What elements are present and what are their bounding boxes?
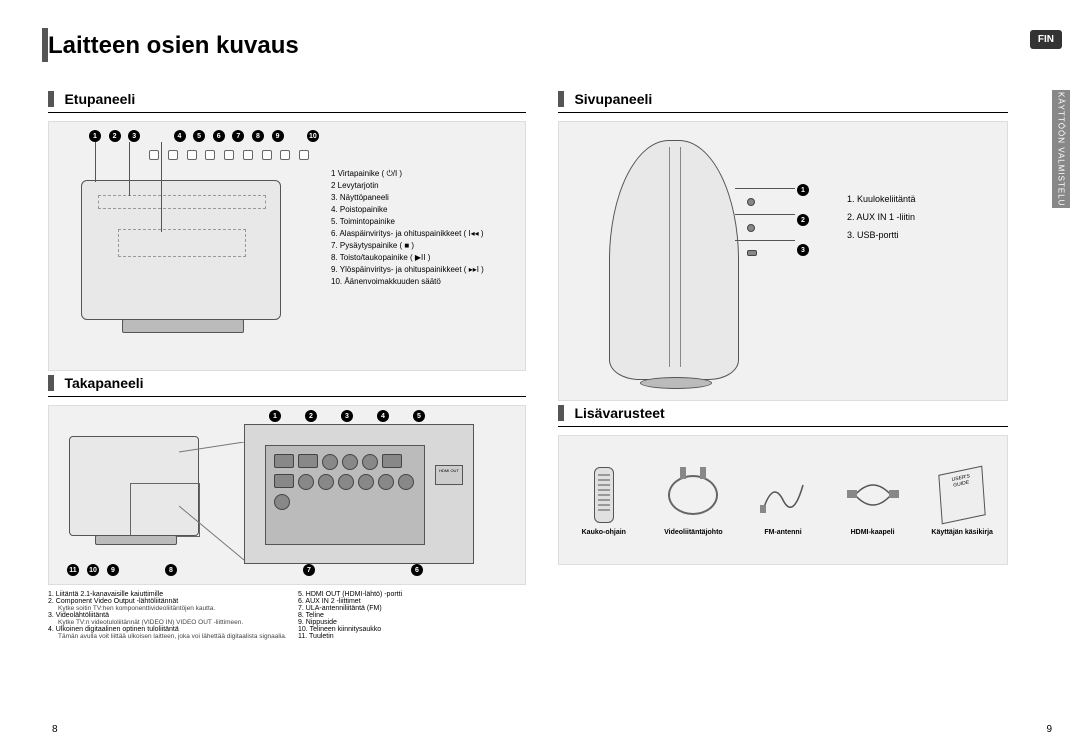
- list-item: 8. Teline: [298, 612, 518, 619]
- callout-2: 2: [109, 130, 121, 142]
- list-item: 9. Ylöspäinviritys- ja ohituspainikkeet …: [331, 265, 484, 274]
- callout-3: 3: [797, 244, 809, 256]
- list-item: 3. Videolähtöliitäntä: [48, 612, 298, 619]
- accessories-diagram: Kauko-ohjain Videoliitäntäjohto FM-anten…: [558, 435, 1008, 565]
- callout-1: 1: [89, 130, 101, 142]
- section-bar-icon: [558, 91, 564, 107]
- front-buttons-row: [149, 150, 309, 164]
- side-panel-diagram: 1 2 3 1. Kuulokeliitäntä 2. AUX IN 1 -li…: [558, 121, 1008, 401]
- front-panel-list: 1 Virtapainike ( ⏻/I ) 2 Levytarjotin 3.…: [331, 168, 484, 288]
- callout-3: 3: [128, 130, 140, 142]
- list-item: 6. AUX IN 2 -liittimet: [298, 598, 518, 605]
- side-ports-group: [747, 198, 757, 256]
- list-item: 11. Tuuletin: [298, 633, 518, 640]
- section-bar-icon: [48, 91, 54, 107]
- page-number-right: 9: [1046, 724, 1052, 735]
- callout-1: 1: [269, 410, 281, 422]
- section-bar-icon: [48, 375, 54, 391]
- list-item: 10. Telineen kiinnitysaukko: [298, 626, 518, 633]
- callout-3: 3: [341, 410, 353, 422]
- callout-10: 10: [87, 564, 99, 576]
- list-item: 10. Äänenvoimakkuuden säätö: [331, 277, 441, 286]
- list-item: 7. Pysäytyspainike ( ■ ): [331, 241, 414, 250]
- list-item: 5. Toimintopainike: [331, 217, 395, 226]
- side-panel-list: 1. Kuulokeliitäntä 2. AUX IN 1 -liitin 3…: [847, 190, 916, 244]
- rear-panel-diagram: 1 2 3 4 5: [48, 405, 526, 585]
- callout-5: 5: [413, 410, 425, 422]
- callout-11: 11: [67, 564, 79, 576]
- callout-8: 8: [165, 564, 177, 576]
- list-item: 1. Kuulokeliitäntä: [847, 190, 916, 208]
- list-item: 2. Component Video Output -lähtöliitännä…: [48, 598, 298, 605]
- page-title: Laitteen osien kuvaus: [48, 32, 299, 60]
- callout-8: 8: [252, 130, 264, 142]
- rear-panel-list: 1. Liitäntä 2.1-kanavaisille kaiuttimill…: [48, 591, 526, 640]
- list-item: 8. Toisto/taukopainike ( ▶II ): [331, 253, 430, 262]
- side-tab: KÄYTTÖÖN VALMISTELU: [1052, 90, 1070, 208]
- accessory-hdmi-cable: HDMI-kaapeli: [828, 465, 918, 536]
- section-title-rear: Takapaneeli: [64, 375, 143, 391]
- list-item: 3. USB-portti: [847, 226, 916, 244]
- callout-2: 2: [305, 410, 317, 422]
- rear-panel-zoom: HDMI OUT: [244, 424, 474, 564]
- list-item: 2 Levytarjotin: [331, 181, 379, 190]
- page-number-left: 8: [52, 724, 58, 735]
- callout-4: 4: [377, 410, 389, 422]
- side-device-body: [609, 140, 739, 380]
- callout-6: 6: [411, 564, 423, 576]
- section-accessories: Lisävarusteet Kauko-ohjain Videoliitäntä…: [558, 404, 1008, 565]
- rear-ports-group: [274, 454, 418, 510]
- callout-6: 6: [213, 130, 225, 142]
- section-side-panel: Sivupaneeli 1 2 3: [558, 90, 1008, 401]
- callout-2: 2: [797, 214, 809, 226]
- fm-antenna-icon: [758, 475, 808, 515]
- callout-9: 9: [107, 564, 119, 576]
- remote-icon: [594, 467, 614, 523]
- list-item: 2. AUX IN 1 -liitin: [847, 208, 916, 226]
- callout-1: 1: [797, 184, 809, 196]
- front-panel-diagram: 1 2 3 4 5 6 7 8 9 10: [48, 121, 526, 371]
- callout-9: 9: [272, 130, 284, 142]
- accessory-manual: USER'S GUIDE Käyttäjän käsikirja: [917, 465, 1007, 536]
- rca-cable-icon: [668, 475, 718, 515]
- callout-5: 5: [193, 130, 205, 142]
- callout-7: 7: [232, 130, 244, 142]
- section-rear-panel: Takapaneeli 1 2 3 4 5: [48, 374, 526, 640]
- list-item: 9. Nippuside: [298, 619, 518, 626]
- callout-10: 10: [307, 130, 319, 142]
- callout-4: 4: [174, 130, 186, 142]
- section-bar-icon: [558, 405, 564, 421]
- list-item: 4. Poistopainike: [331, 205, 388, 214]
- accessory-video-cable: Videoliitäntäjohto: [649, 465, 739, 536]
- section-title-side: Sivupaneeli: [574, 91, 652, 107]
- list-item-sub: Kytke soitin TV:hen komponenttivideoliit…: [48, 605, 298, 612]
- accessory-remote: Kauko-ohjain: [559, 465, 649, 536]
- list-item-sub: Kytke TV:n videotuloliitännät (VIDEO IN)…: [48, 619, 298, 626]
- list-item: 1 Virtapainike ( ⏻/I ): [331, 169, 402, 178]
- hdmi-cable-icon: [847, 480, 899, 510]
- list-item: 1. Liitäntä 2.1-kanavaisille kaiuttimill…: [48, 591, 298, 598]
- section-front-panel: Etupaneeli 1 2 3 4 5 6 7 8 9 10: [48, 90, 526, 371]
- zoom-lines-icon: [179, 442, 249, 562]
- section-title-acc: Lisävarusteet: [574, 405, 664, 421]
- list-item: 5. HDMI OUT (HDMI-lähtö) -portti: [298, 591, 518, 598]
- lang-badge: FIN: [1030, 30, 1062, 49]
- list-item: 3. Näyttöpaneeli: [331, 193, 389, 202]
- list-item-sub: Tämän avulla voit liittää ulkoisen laitt…: [48, 633, 298, 640]
- callout-7: 7: [303, 564, 315, 576]
- hdmi-out-port: HDMI OUT: [435, 465, 463, 485]
- list-item: 4. Ulkoinen digitaalinen optinen tulolii…: [48, 626, 298, 633]
- list-item: 7. ULA-antenniliitäntä (FM): [298, 605, 518, 612]
- manual-icon: USER'S GUIDE: [938, 465, 985, 524]
- list-item: 6. Alaspäinviritys- ja ohituspainikkeet …: [331, 229, 484, 238]
- front-device-body: [81, 180, 281, 320]
- section-title-front: Etupaneeli: [64, 91, 135, 107]
- accessory-fm-antenna: FM-antenni: [738, 465, 828, 536]
